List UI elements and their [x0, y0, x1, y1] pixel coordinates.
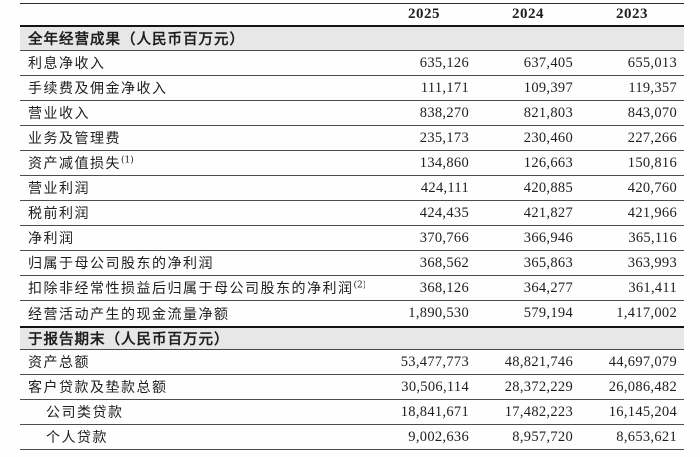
- year-header-row: 2025 2024 2023: [20, 3, 684, 27]
- value-2023: 119,357: [628, 79, 677, 96]
- value-2024: 637,405: [523, 54, 573, 71]
- value-2025: 424,435: [419, 204, 469, 221]
- row-label: 扣除非经常性损益后归属于母公司股东的净利润(2): [28, 280, 366, 297]
- row-label: 个人贷款: [46, 430, 108, 446]
- table-row-fee-commission-income: 手续费及佣金净收入 111,171 109,397 119,357: [20, 76, 684, 101]
- row-label: 营业收入: [28, 106, 90, 122]
- section-title: 全年经营成果（人民币百万元）: [28, 31, 245, 48]
- value-2024: 821,803: [523, 104, 573, 121]
- table-row-personal-loans: 个人贷款 9,002,636 8,957,720 8,653,621: [20, 425, 684, 450]
- row-label: 业务及管理费: [28, 131, 121, 147]
- section-title: 于报告期末（人民币百万元）: [28, 331, 230, 348]
- value-2023: 420,760: [627, 179, 677, 196]
- value-2024: 17,482,223: [504, 403, 573, 420]
- table-row-net-profit-excl-nonrecurring: 扣除非经常性损益后归属于母公司股东的净利润(2) 368,126 364,277…: [20, 276, 684, 301]
- value-2023: 655,013: [627, 54, 677, 71]
- value-2025: 30,506,114: [401, 378, 469, 395]
- value-2024: 364,277: [523, 279, 573, 296]
- table-row-net-interest-income: 利息净收入 635,126 637,405 655,013: [20, 51, 684, 76]
- table-row-profit-before-tax: 税前利润 424,435 421,827 421,966: [20, 201, 684, 226]
- value-2023: 363,993: [627, 254, 677, 271]
- value-2025: 9,002,636: [408, 428, 469, 445]
- value-2025: 1,890,530: [408, 305, 469, 321]
- value-2024: 420,885: [523, 179, 573, 196]
- value-2024: 230,460: [523, 129, 573, 146]
- table-row-operating-income: 营业收入 838,270 821,803 843,070: [20, 101, 684, 126]
- value-2023: 421,966: [627, 204, 677, 221]
- table-row-corporate-loans: 公司类贷款 18,841,671 17,482,223 16,145,204: [20, 400, 684, 425]
- row-label: 营业利润: [28, 181, 90, 197]
- value-2025: 838,270: [419, 104, 469, 121]
- value-2025: 424,111: [420, 179, 469, 196]
- value-2025: 370,766: [419, 229, 469, 246]
- table-row-net-profit-parent-shareholders: 归属于母公司股东的净利润 368,562 365,863 363,993: [20, 251, 684, 276]
- row-label: 公司类贷款: [46, 405, 124, 421]
- value-2024: 365,863: [523, 254, 573, 271]
- value-2023: 361,411: [628, 279, 677, 296]
- value-2024: 8,957,720: [512, 428, 573, 445]
- row-label: 资产减值损失(1): [28, 155, 134, 172]
- financial-summary-table: 2025 2024 2023 全年经营成果（人民币百万元） 利息净收入 635,…: [20, 3, 684, 450]
- value-2023: 365,116: [628, 229, 677, 246]
- column-header-2024: 2024: [512, 6, 544, 22]
- row-label: 净利润: [28, 231, 75, 247]
- table-row-operating-profit: 营业利润 424,111 420,885 420,760: [20, 176, 684, 201]
- value-2023: 26,086,482: [608, 378, 677, 395]
- value-2025: 111,171: [420, 79, 469, 96]
- value-2023: 843,070: [627, 104, 677, 121]
- value-2024: 421,827: [523, 204, 573, 221]
- row-label: 归属于母公司股东的净利润: [28, 256, 214, 272]
- row-label: 客户贷款及垫款总额: [28, 380, 168, 396]
- value-2025: 368,562: [419, 254, 469, 271]
- table-row-net-operating-cash-flow: 经营活动产生的现金流量净额 1,890,530 579,194 1,417,00…: [20, 301, 684, 326]
- value-2024: 366,946: [523, 229, 573, 246]
- row-label: 税前利润: [28, 206, 90, 222]
- value-2023: 1,417,002: [616, 305, 677, 321]
- table-row-operating-admin-expenses: 业务及管理费 235,173 230,460 227,266: [20, 126, 684, 151]
- value-2025: 235,173: [419, 129, 469, 146]
- value-2025: 53,477,773: [400, 353, 469, 370]
- value-2024: 109,397: [523, 79, 573, 96]
- value-2023: 8,653,621: [616, 428, 677, 445]
- table-row-total-customer-loans: 客户贷款及垫款总额 30,506,114 28,372,229 26,086,4…: [20, 375, 684, 400]
- column-header-2025: 2025: [408, 6, 440, 22]
- value-2023: 44,697,079: [608, 353, 677, 370]
- value-2024: 126,663: [523, 154, 573, 171]
- value-2025: 18,841,671: [400, 403, 469, 420]
- row-label: 利息净收入: [28, 56, 106, 72]
- section-header-period-end: 于报告期末（人民币百万元）: [20, 326, 684, 350]
- value-2024: 48,821,746: [504, 353, 573, 370]
- section-header-annual-results: 全年经营成果（人民币百万元）: [20, 27, 684, 51]
- value-2024: 28,372,229: [504, 378, 573, 395]
- value-2024: 579,194: [523, 305, 573, 321]
- footnote-marker-1: (1): [121, 155, 134, 166]
- value-2023: 16,145,204: [608, 403, 677, 420]
- row-label: 手续费及佣金净收入: [28, 81, 168, 97]
- row-label: 资产总额: [28, 355, 90, 371]
- table-row-net-profit: 净利润 370,766 366,946 365,116: [20, 226, 684, 251]
- footnote-marker-2: (2): [353, 280, 366, 291]
- value-2025: 134,860: [419, 154, 469, 171]
- column-header-2023: 2023: [616, 6, 648, 22]
- value-2023: 227,266: [627, 129, 677, 146]
- value-2025: 368,126: [419, 279, 469, 296]
- table-row-impairment-losses: 资产减值损失(1) 134,860 126,663 150,816: [20, 151, 684, 176]
- value-2025: 635,126: [419, 54, 469, 71]
- row-label: 经营活动产生的现金流量净额: [28, 306, 230, 323]
- table-row-total-assets: 资产总额 53,477,773 48,821,746 44,697,079: [20, 350, 684, 375]
- value-2023: 150,816: [627, 154, 677, 171]
